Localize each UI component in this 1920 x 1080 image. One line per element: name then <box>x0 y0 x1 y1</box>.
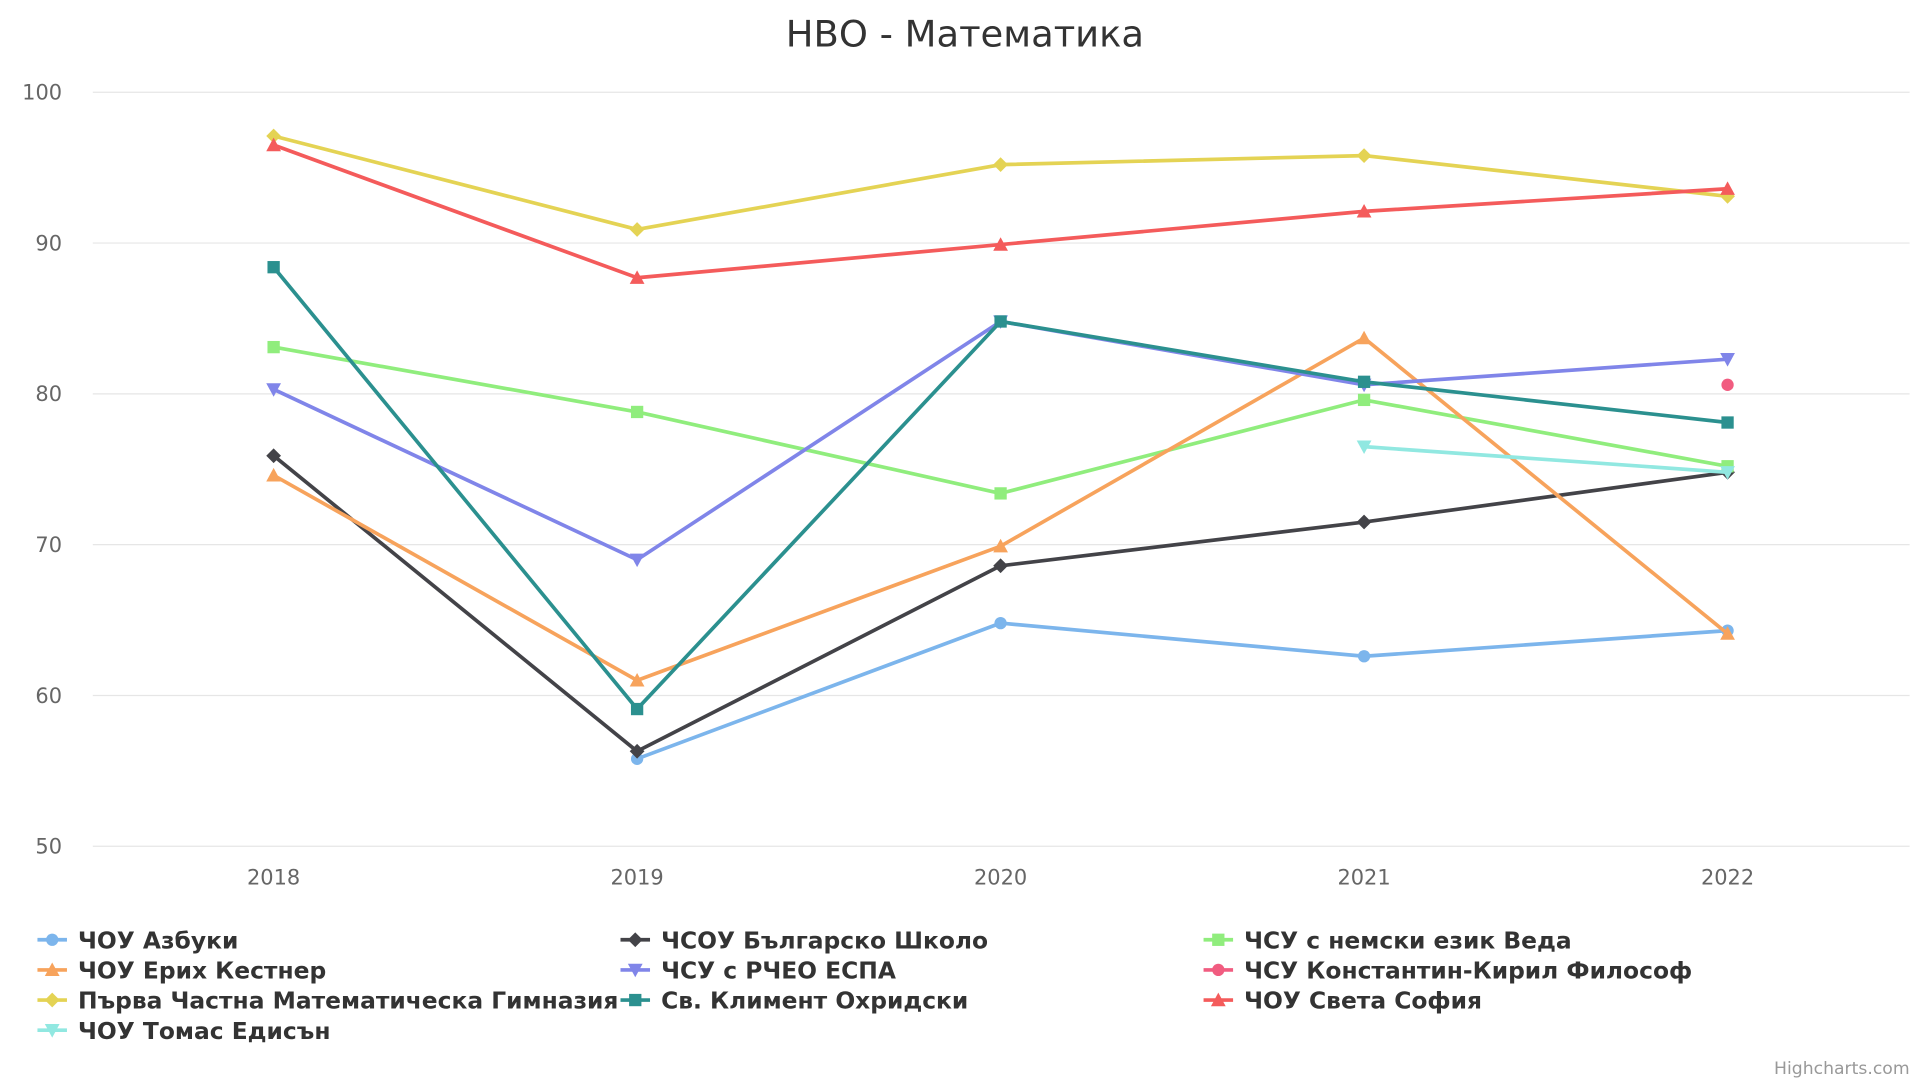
series-2[interactable] <box>267 340 1734 500</box>
series-line[interactable] <box>273 345 1728 496</box>
legend-item[interactable]: ЧОУ Света София <box>1203 987 1482 1015</box>
square-marker[interactable] <box>267 261 280 274</box>
series-5[interactable] <box>1721 378 1734 391</box>
triangle-marker[interactable] <box>629 673 645 687</box>
circle-marker[interactable] <box>994 616 1007 630</box>
x-tick-label: 2018 <box>247 865 300 889</box>
y-tick-label: 100 <box>22 81 62 105</box>
legend-label: ЧСОУ Българско Школо <box>661 926 988 954</box>
diamond-marker[interactable] <box>1356 148 1372 163</box>
legend-label: ЧОУ Азбуки <box>78 926 238 954</box>
diamond-marker[interactable] <box>993 157 1008 173</box>
triangle-marker[interactable] <box>266 137 282 152</box>
credits-link[interactable]: Highcharts.com <box>1774 1059 1910 1079</box>
square-marker <box>1212 933 1225 946</box>
series-4[interactable] <box>266 315 1735 568</box>
legend-item[interactable]: ЧОУ Томас Едисън <box>37 1017 330 1045</box>
triangle-down-marker[interactable] <box>1720 353 1735 367</box>
legend-label: ЧОУ Ерих Кестнер <box>78 957 326 985</box>
diamond-marker[interactable] <box>1356 514 1372 530</box>
square-marker[interactable] <box>994 487 1007 500</box>
triangle-marker[interactable] <box>1720 626 1735 640</box>
diamond-marker[interactable] <box>629 222 645 237</box>
x-tick-label: 2020 <box>974 865 1027 889</box>
y-tick-label: 80 <box>35 382 62 406</box>
triangle-down-marker[interactable] <box>629 553 645 568</box>
square-marker[interactable] <box>994 315 1007 328</box>
legend-label: Св. Климент Охридски <box>661 987 968 1015</box>
legend-item[interactable]: Св. Климент Охридски <box>620 987 969 1015</box>
legend-label: ЧСУ Константин-Кирил Философ <box>1244 957 1692 985</box>
triangle-marker[interactable] <box>629 270 645 284</box>
circle-marker[interactable] <box>1357 650 1371 663</box>
series-7[interactable] <box>267 261 1734 716</box>
legend-item[interactable]: ЧСОУ Българско Школо <box>620 926 989 954</box>
legend-item[interactable]: ЧСУ с немски език Веда <box>1203 926 1572 954</box>
triangle-marker[interactable] <box>993 538 1008 553</box>
legend-label: ЧОУ Томас Едисън <box>78 1017 330 1045</box>
series-6[interactable] <box>266 128 1735 237</box>
triangle-down-marker[interactable] <box>266 383 282 397</box>
circle-marker[interactable] <box>1721 378 1734 391</box>
square-marker[interactable] <box>630 405 644 419</box>
diamond-marker <box>627 932 643 948</box>
triangle-marker[interactable] <box>1356 204 1372 218</box>
series-line[interactable] <box>273 134 1728 232</box>
square-marker[interactable] <box>630 702 644 716</box>
circle-marker <box>1212 963 1225 977</box>
triangle-down-marker[interactable] <box>1356 440 1372 455</box>
legend-item[interactable]: ЧОУ Азбуки <box>37 926 238 954</box>
series-line[interactable] <box>272 454 1728 754</box>
y-tick-label: 50 <box>35 835 62 859</box>
square-marker <box>629 993 642 1007</box>
legend-item[interactable]: ЧСУ с РЧЕО ЕСПА <box>620 957 896 985</box>
diamond-marker[interactable] <box>993 558 1008 574</box>
y-tick-label: 70 <box>35 533 62 557</box>
diamond-marker[interactable] <box>266 128 282 144</box>
triangle-marker[interactable] <box>266 467 282 482</box>
series-0[interactable] <box>630 616 1734 765</box>
triangle-marker[interactable] <box>1720 181 1735 195</box>
series-9[interactable] <box>1356 440 1735 480</box>
y-tick-label: 60 <box>35 684 62 708</box>
series-8[interactable] <box>266 137 1735 284</box>
x-tick-label: 2021 <box>1337 865 1390 889</box>
chart-title: НВО - Математика <box>786 13 1144 56</box>
circle-marker <box>46 933 59 946</box>
legend-item[interactable]: ЧОУ Ерих Кестнер <box>37 957 326 985</box>
diamond-marker[interactable] <box>629 743 645 759</box>
square-marker[interactable] <box>1357 393 1371 407</box>
triangle-marker <box>1210 992 1226 1007</box>
triangle-marker <box>44 962 60 977</box>
legend-item[interactable]: Първа Частна Математическа Гимназия <box>37 987 618 1015</box>
diamond-marker[interactable] <box>266 448 282 464</box>
legend-label: ЧОУ Света София <box>1244 987 1482 1015</box>
series-3[interactable] <box>266 330 1735 687</box>
circle-marker[interactable] <box>630 752 644 765</box>
legend-item[interactable]: ЧСУ Константин-Кирил Философ <box>1203 957 1693 985</box>
square-marker[interactable] <box>1721 416 1734 429</box>
y-tick-label: 90 <box>35 231 62 255</box>
square-marker[interactable] <box>1357 375 1371 388</box>
series-line[interactable] <box>1363 444 1728 475</box>
series-line[interactable] <box>272 319 1728 562</box>
triangle-down-marker[interactable] <box>1720 466 1735 480</box>
legend-label: ЧСУ с РЧЕО ЕСПА <box>661 957 896 985</box>
triangle-marker[interactable] <box>993 237 1008 251</box>
series-line[interactable] <box>636 621 1728 761</box>
x-tick-label: 2022 <box>1701 865 1754 889</box>
triangle-marker[interactable] <box>1356 330 1372 345</box>
legend-label: ЧСУ с немски език Веда <box>1244 926 1571 954</box>
legend-label: Първа Частна Математическа Гимназия <box>78 987 618 1015</box>
square-marker[interactable] <box>267 340 280 354</box>
triangle-down-marker <box>44 1024 60 1038</box>
triangle-down-marker <box>627 963 643 978</box>
diamond-marker <box>44 992 60 1008</box>
x-tick-label: 2019 <box>610 865 663 889</box>
